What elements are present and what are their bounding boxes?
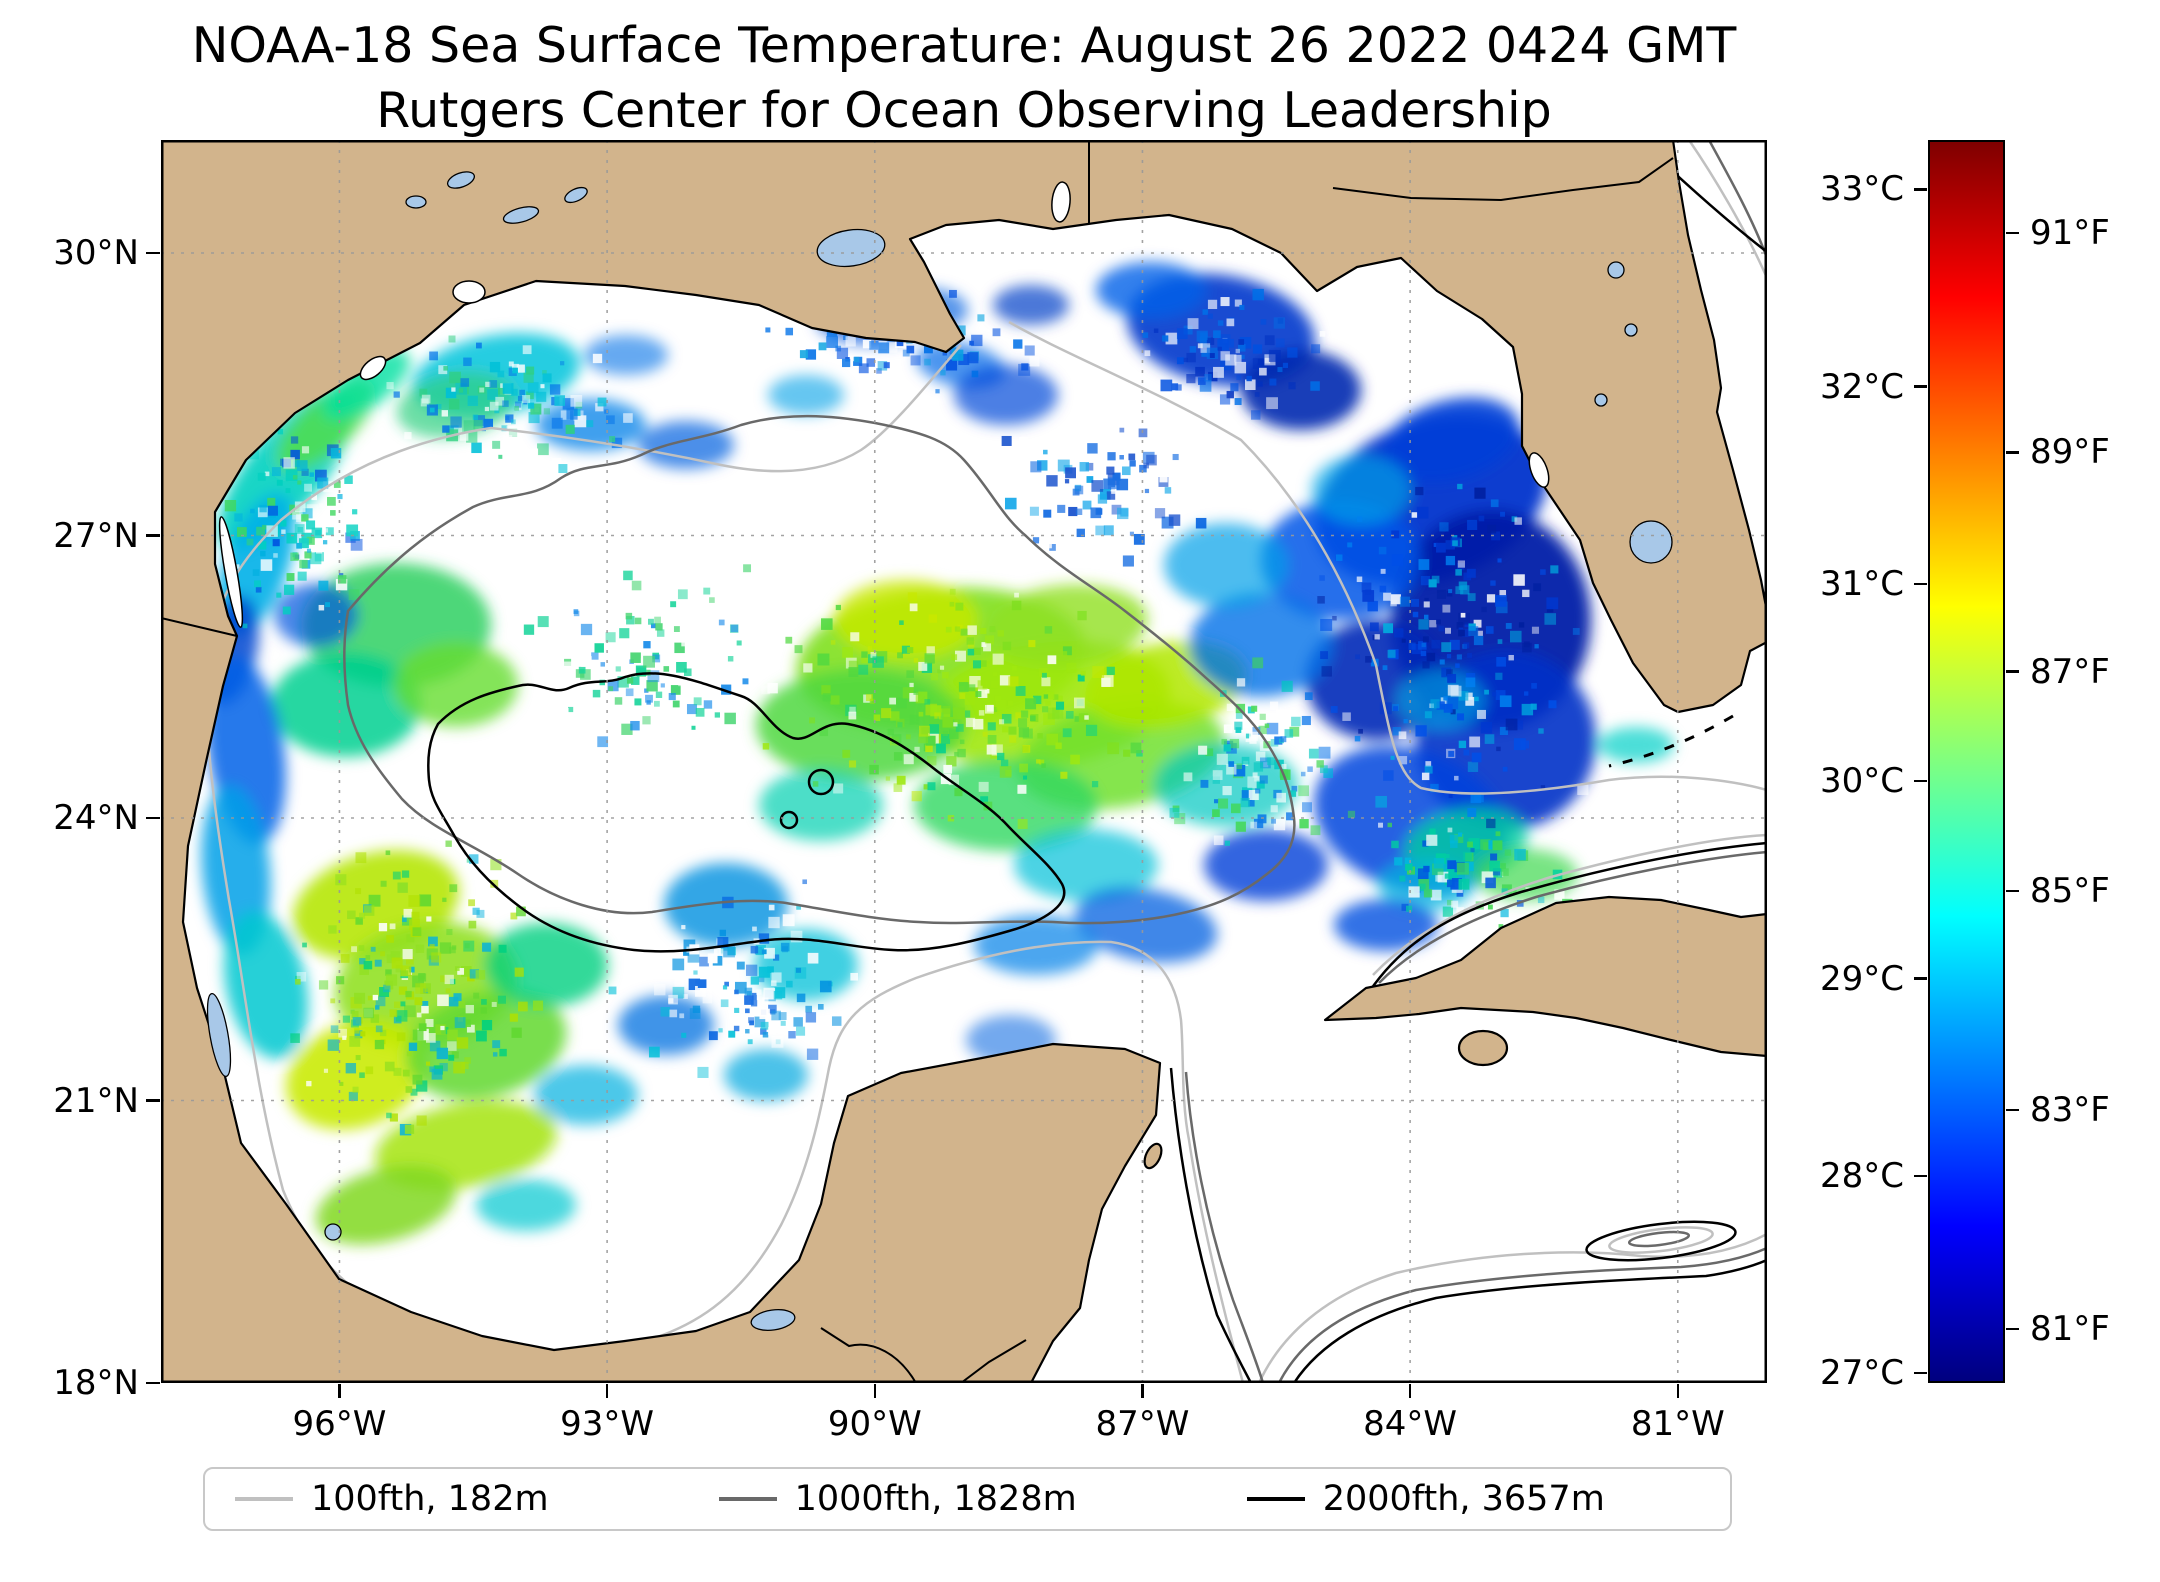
x-tick-mark — [338, 1384, 341, 1398]
page-subtitle: Rutgers Center for Ocean Observing Leade… — [376, 81, 1552, 139]
colorbar-celsius-tick — [1914, 188, 1927, 191]
y-tick-mark — [146, 1099, 160, 1102]
colorbar-celsius-label: 30°C — [1819, 761, 1904, 802]
cozumel-island — [1143, 1142, 1163, 1170]
sst-speckle-layer — [224, 282, 1589, 1136]
colorbar-celsius-label: 32°C — [1819, 366, 1904, 407]
colorbar-celsius-tick — [1914, 1371, 1927, 1375]
y-tick-label: 21°N — [53, 1080, 139, 1121]
colorbar-celsius-tick — [1914, 385, 1927, 388]
colorbar-celsius-tick — [1914, 1174, 1927, 1178]
colorbar-fahrenheit-label: 85°F — [2030, 870, 2110, 911]
state-country-borders — [161, 142, 1674, 1383]
x-tick-mark — [873, 1384, 876, 1398]
x-tick-label: 81°W — [1630, 1404, 1725, 1444]
colorbar-celsius-label: 29°C — [1819, 958, 1904, 999]
legend-line-swatch — [1246, 1496, 1305, 1502]
gulf-of-mexico-map — [161, 140, 1767, 1383]
legend-line-swatch — [718, 1496, 777, 1502]
page-title: NOAA-18 Sea Surface Temperature: August … — [191, 17, 1737, 74]
x-tick-label: 90°W — [827, 1404, 922, 1444]
colorbar-celsius-label: 33°C — [1819, 169, 1904, 210]
y-tick-label: 18°N — [53, 1363, 139, 1403]
colorbar-fahrenheit-label: 81°F — [2030, 1309, 2110, 1350]
lake-pontchartrain — [816, 228, 886, 268]
map-border — [161, 140, 1767, 1383]
colorbar-fahrenheit-tick — [2006, 451, 2019, 454]
bathymetry-legend: 100fth, 182m 1000fth, 1828m 2000fth, 3657m — [203, 1467, 1732, 1531]
colorbar-fahrenheit-label: 83°F — [2030, 1090, 2110, 1131]
colorbar-celsius-label: 31°C — [1819, 563, 1904, 604]
laguna-tamiahua — [206, 992, 232, 1078]
y-tick-label: 27°N — [53, 515, 139, 556]
y-tick-mark — [146, 251, 160, 255]
graticule-layer — [161, 140, 1767, 1383]
colorbar-celsius-label: 28°C — [1819, 1155, 1904, 1196]
laguna-terminos — [750, 1308, 796, 1332]
y-tick-label: 30°N — [53, 233, 139, 273]
florida-keys — [1608, 714, 1734, 768]
legend-line-swatch — [235, 1496, 293, 1502]
figure-title-block: NOAA-18 Sea Surface Temperature: August … — [161, 14, 1767, 143]
x-tick-mark — [605, 1384, 609, 1398]
colorbar-fahrenheit-label: 91°F — [2030, 213, 2110, 254]
x-tick-mark — [1676, 1384, 1679, 1398]
x-tick-label: 87°W — [1095, 1404, 1190, 1444]
colorbar-celsius-tick — [1914, 780, 1927, 783]
isle-of-youth — [1457, 1029, 1509, 1067]
temperature-colorbar — [1928, 140, 2005, 1383]
colorbar-fahrenheit-tick — [2006, 231, 2019, 235]
y-tick-mark — [146, 816, 160, 820]
colorbar-fahrenheit-tick — [2006, 670, 2019, 673]
lakes-layer — [206, 171, 1673, 1332]
legend-entry: 2000fth, 3657m — [1246, 1479, 1605, 1519]
contour-2000fathom — [427, 140, 1767, 1383]
y-tick-mark — [146, 1381, 160, 1385]
legend-entry: 1000fth, 1828m — [718, 1479, 1077, 1519]
coastal-bays — [218, 181, 1550, 628]
contour-1000fathom — [343, 140, 1767, 1383]
cuba-landmass — [1323, 895, 1767, 1058]
x-tick-mark — [1408, 1384, 1412, 1398]
colorbar-fahrenheit-tick — [2006, 1328, 2019, 1331]
colorbar-celsius-tick — [1914, 977, 1927, 980]
legend-entry-label: 2000fth, 3657m — [1322, 1479, 1605, 1519]
colorbar-fahrenheit-tick — [2006, 889, 2019, 893]
colorbar-celsius-tick — [1914, 582, 1927, 586]
colorbar-celsius-label: 27°C — [1819, 1353, 1904, 1394]
y-tick-label: 24°N — [53, 798, 139, 838]
x-tick-label: 93°W — [560, 1404, 655, 1444]
legend-entry-label: 100fth, 182m — [311, 1479, 549, 1519]
y-tick-mark — [146, 534, 160, 537]
legend-entry: 100fth, 182m — [235, 1479, 549, 1519]
land-layer — [161, 140, 1767, 1383]
colorbar-fahrenheit-label: 89°F — [2030, 432, 2110, 473]
x-tick-label: 96°W — [292, 1404, 387, 1444]
lake-okeechobee — [1629, 520, 1673, 564]
x-tick-label: 84°W — [1363, 1404, 1458, 1444]
legend-entry-label: 1000fth, 1828m — [794, 1479, 1077, 1519]
colorbar-fahrenheit-tick — [2006, 1108, 2019, 1112]
colorbar-fahrenheit-label: 87°F — [2030, 651, 2110, 692]
mainland-landmass — [161, 140, 1767, 1383]
x-tick-mark — [1141, 1384, 1144, 1398]
